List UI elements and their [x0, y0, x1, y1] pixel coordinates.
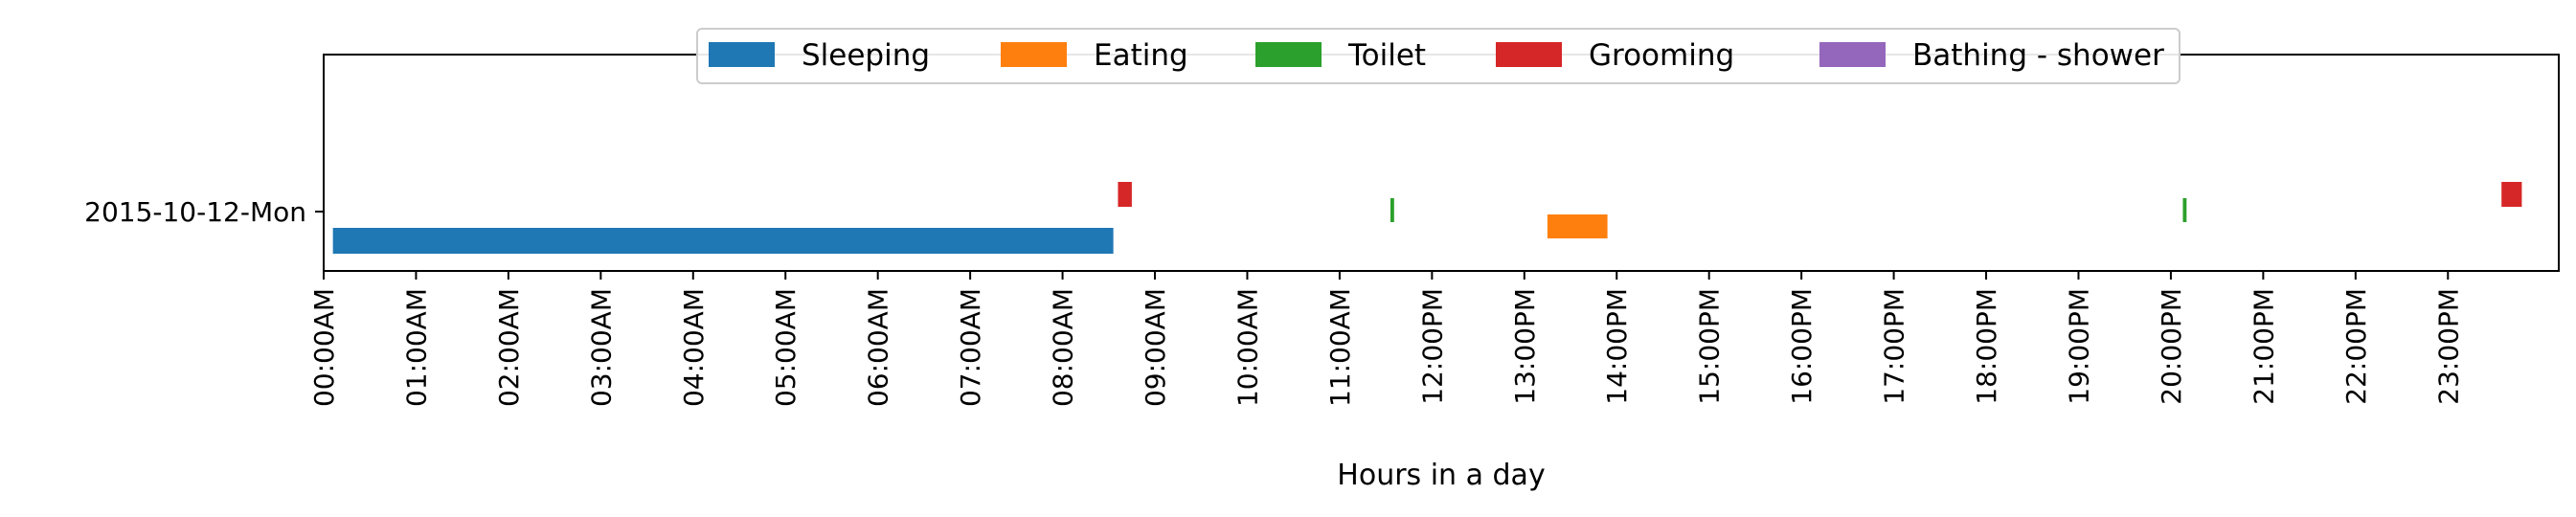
legend-box: [696, 28, 2181, 84]
bar-toilet-0: [1390, 198, 1394, 222]
y-axis: 2015-10-12-Mon: [84, 196, 324, 228]
legend-swatch: [1496, 42, 1562, 67]
legend-label: Sleeping: [802, 38, 930, 73]
x-tick-label: 13:00PM: [1509, 288, 1541, 405]
x-tick-label: 12:00PM: [1416, 288, 1448, 405]
bar-grooming-1: [2501, 182, 2522, 207]
x-tick-label: 08:00AM: [1048, 288, 1079, 407]
x-tick-label: 22:00PM: [2340, 288, 2372, 405]
x-tick-label: 06:00AM: [863, 288, 894, 407]
bar-eating-0: [1547, 214, 1608, 238]
legend-swatch: [1255, 42, 1322, 67]
x-tick-label: 14:00PM: [1601, 288, 1633, 405]
x-tick-label: 10:00AM: [1232, 288, 1263, 407]
legend-label: Toilet: [1347, 38, 1426, 73]
x-tick-label: 04:00AM: [678, 288, 710, 407]
legend-label: Bathing - shower: [1912, 38, 2164, 73]
x-tick-label: 07:00AM: [955, 288, 986, 407]
legend-swatch: [1001, 42, 1067, 67]
x-tick-label: 23:00PM: [2432, 288, 2464, 405]
x-axis-label: Hours in a day: [1337, 459, 1545, 492]
x-tick-label: 05:00AM: [770, 288, 802, 407]
bar-sleeping-0: [332, 228, 1114, 254]
legend-label: Grooming: [1589, 38, 1734, 73]
x-tick-label: 18:00PM: [1971, 288, 2002, 405]
x-tick-label: 19:00PM: [2063, 288, 2094, 405]
legend-label: Eating: [1094, 38, 1188, 73]
activity-bars: [332, 182, 2522, 254]
y-tick-label: 2015-10-12-Mon: [84, 196, 306, 228]
x-tick-label: 16:00PM: [1786, 288, 1818, 405]
x-axis: 00:00AM 01:00AM 02:00AM 03:00AM 04:00AM 05:00…: [308, 271, 2464, 407]
x-tick-label: 03:00AM: [585, 288, 617, 407]
x-tick-label: 21:00PM: [2248, 288, 2279, 405]
legend-swatch: [709, 42, 775, 67]
x-tick-label: 09:00AM: [1140, 288, 1171, 407]
legend-swatch: [1819, 42, 1886, 67]
bar-grooming-0: [1118, 182, 1132, 207]
legend: Sleeping Eating Toilet Grooming Bathing - sh…: [696, 28, 2181, 84]
x-tick-label: 01:00AM: [400, 288, 432, 407]
bar-toilet-1: [2182, 198, 2187, 222]
x-tick-label: 11:00AM: [1324, 288, 1356, 407]
x-tick-label: 02:00AM: [493, 288, 525, 407]
x-tick-label: 17:00PM: [1879, 288, 1910, 405]
x-tick-label: 00:00AM: [308, 288, 340, 407]
x-tick-label: 20:00PM: [2156, 288, 2187, 405]
x-tick-label: 15:00PM: [1694, 288, 1726, 405]
